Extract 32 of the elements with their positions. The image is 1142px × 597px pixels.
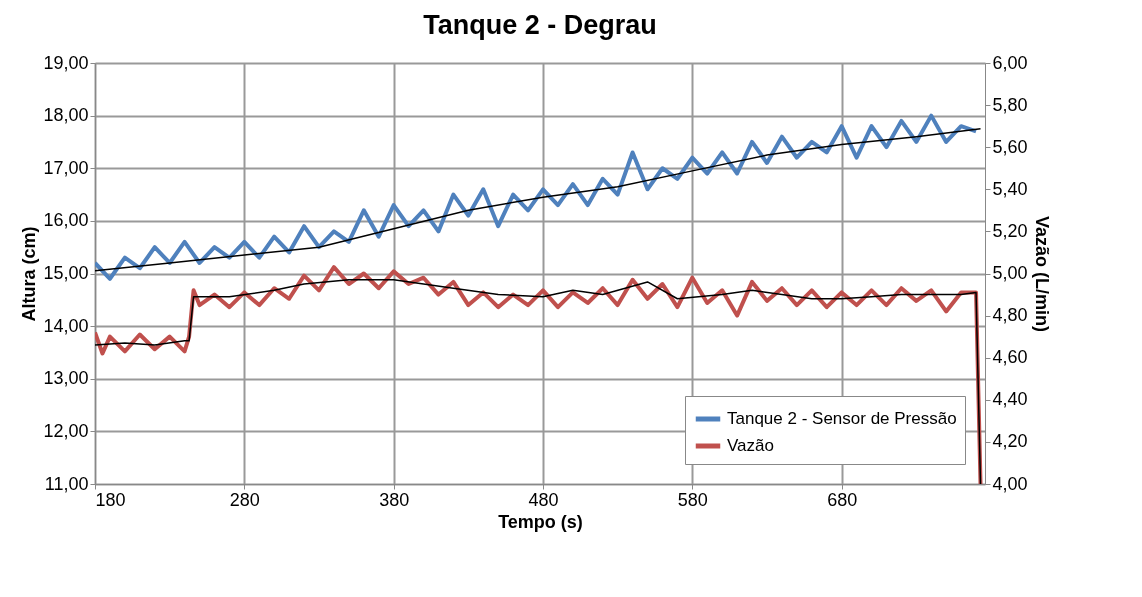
y2-tick-label: 5,20 [992, 220, 1028, 241]
x-axis-title: Tempo (s) [498, 511, 583, 532]
x-tick-label: 580 [677, 489, 708, 510]
y2-tick-label: 5,00 [992, 263, 1028, 283]
y-tick-label: 17,00 [43, 157, 89, 178]
y-axis-title: Altura (cm) [19, 226, 40, 322]
y-tick-label: 11,00 [44, 473, 89, 494]
y-tick-label: 16,00 [43, 210, 89, 231]
x-tick-label: 680 [827, 489, 858, 510]
legend-label: Vazão [727, 436, 774, 455]
y-tick-label: 13,00 [43, 368, 89, 389]
x-tick-label: 280 [229, 489, 260, 510]
y-tick-label: 12,00 [43, 420, 89, 441]
y2-tick-label: 5,80 [992, 94, 1028, 115]
y2-tick-label: 5,60 [992, 136, 1028, 157]
y-tick-label: 14,00 [43, 315, 89, 336]
y-tick-label: 15,00 [43, 263, 89, 283]
y-tick-label: 19,00 [43, 52, 89, 73]
y2-tick-label: 4,80 [992, 305, 1028, 326]
x-tick-label: 480 [528, 489, 559, 510]
x-tick-label: 180 [95, 489, 126, 510]
y2-tick-label: 4,40 [992, 389, 1028, 410]
legend-label: Tanque 2 - Sensor de Pressão [727, 409, 957, 428]
y-tick-label: 18,00 [43, 105, 89, 126]
y2-tick-label: 5,40 [992, 178, 1028, 199]
y2-tick-label: 4,60 [992, 347, 1028, 368]
y2-axis-title: Vazão (L/min) [1031, 215, 1052, 333]
y2-tick-label: 6,00 [992, 52, 1028, 73]
y2-tick-label: 4,20 [992, 431, 1028, 452]
x-tick-label: 380 [379, 489, 410, 510]
y2-tick-label: 4,00 [992, 473, 1028, 494]
chart-title: Tanque 2 - Degrau [423, 10, 657, 40]
